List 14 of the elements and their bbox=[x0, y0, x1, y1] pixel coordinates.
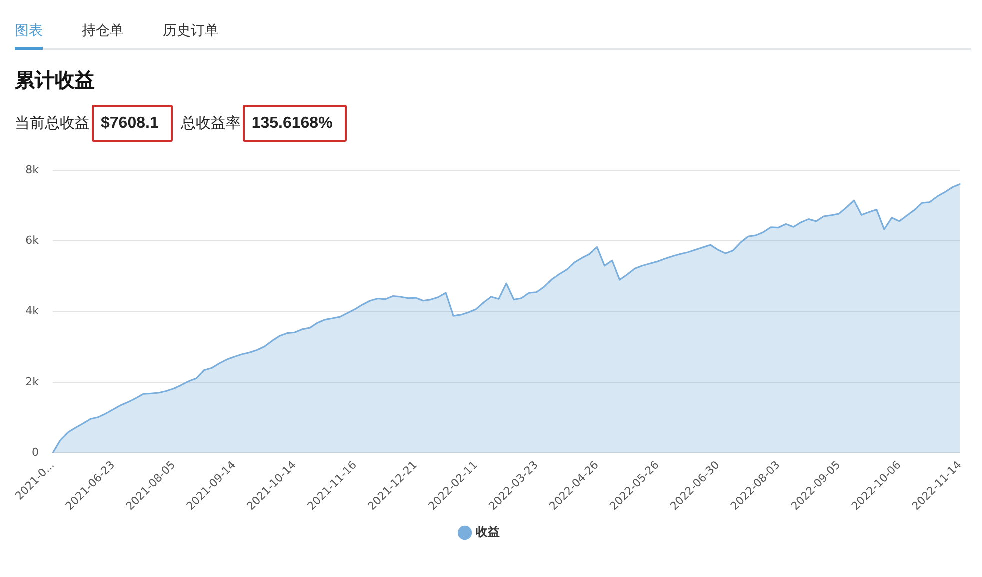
text: 历史订单 bbox=[163, 22, 219, 41]
y-tick-label: 6k bbox=[26, 234, 40, 248]
legend-label: 收益 bbox=[476, 525, 500, 540]
y-tick-label: 4k bbox=[26, 304, 40, 318]
text: 总收益率 bbox=[180, 114, 241, 132]
text: 当前总收益 bbox=[15, 114, 90, 132]
y-tick-label: 0 bbox=[32, 446, 39, 459]
text: 持仓单 bbox=[82, 22, 124, 41]
y-tick-label: 8k bbox=[26, 163, 40, 176]
chart-title: 累计收益 bbox=[15, 67, 95, 94]
text: 图表 bbox=[15, 22, 43, 41]
outline-rectangle: $7608.1 bbox=[92, 104, 173, 142]
y-tick-label: 2k bbox=[26, 375, 40, 388]
outline-rectangle: 135.6168% bbox=[242, 104, 347, 142]
